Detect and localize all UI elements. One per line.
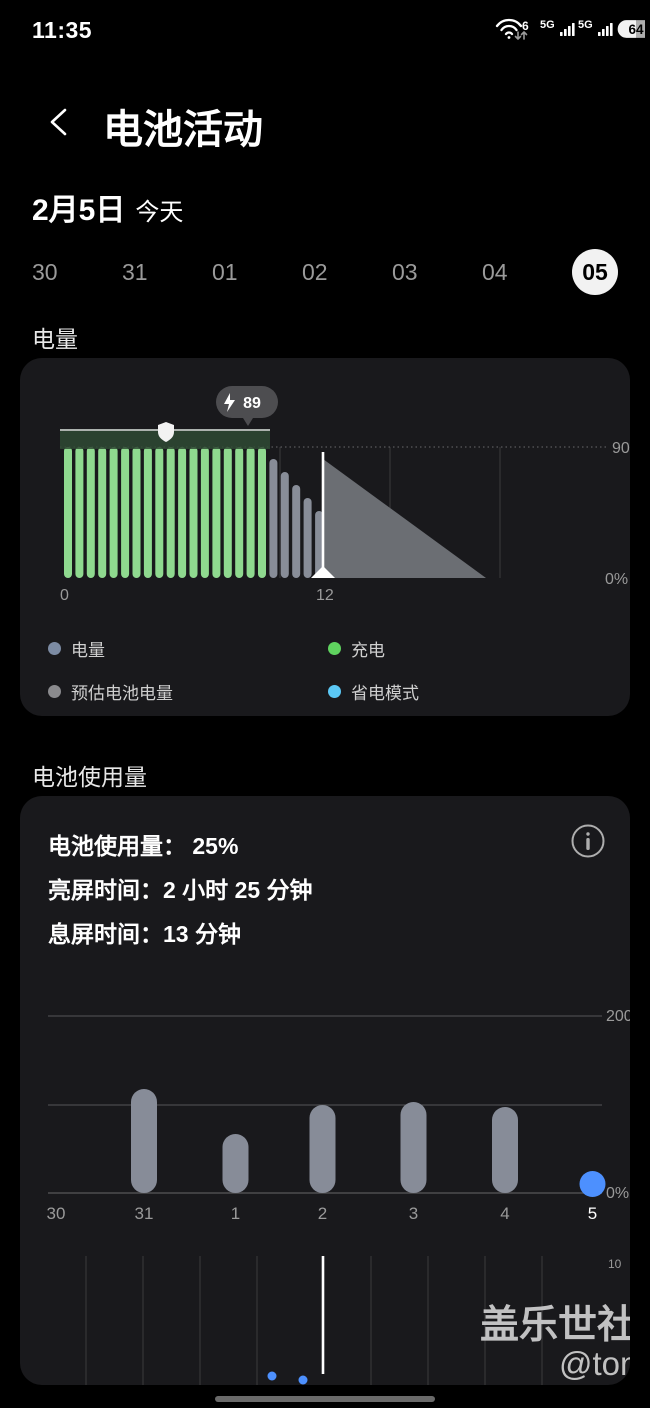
svg-text:12: 12 [316, 587, 334, 604]
svg-text:0: 0 [60, 587, 69, 604]
svg-text:5G: 5G [578, 19, 593, 31]
svg-text:6: 6 [522, 19, 529, 33]
svg-text:0%: 0% [605, 571, 628, 588]
svg-text:200: 200 [606, 1008, 630, 1025]
svg-text:64: 64 [628, 22, 644, 37]
svg-text:89: 89 [243, 395, 261, 412]
svg-text:10: 10 [608, 1257, 622, 1271]
svg-text:90: 90 [612, 440, 630, 457]
svg-text:5G: 5G [540, 19, 555, 31]
svg-text:0%: 0% [606, 1185, 629, 1202]
